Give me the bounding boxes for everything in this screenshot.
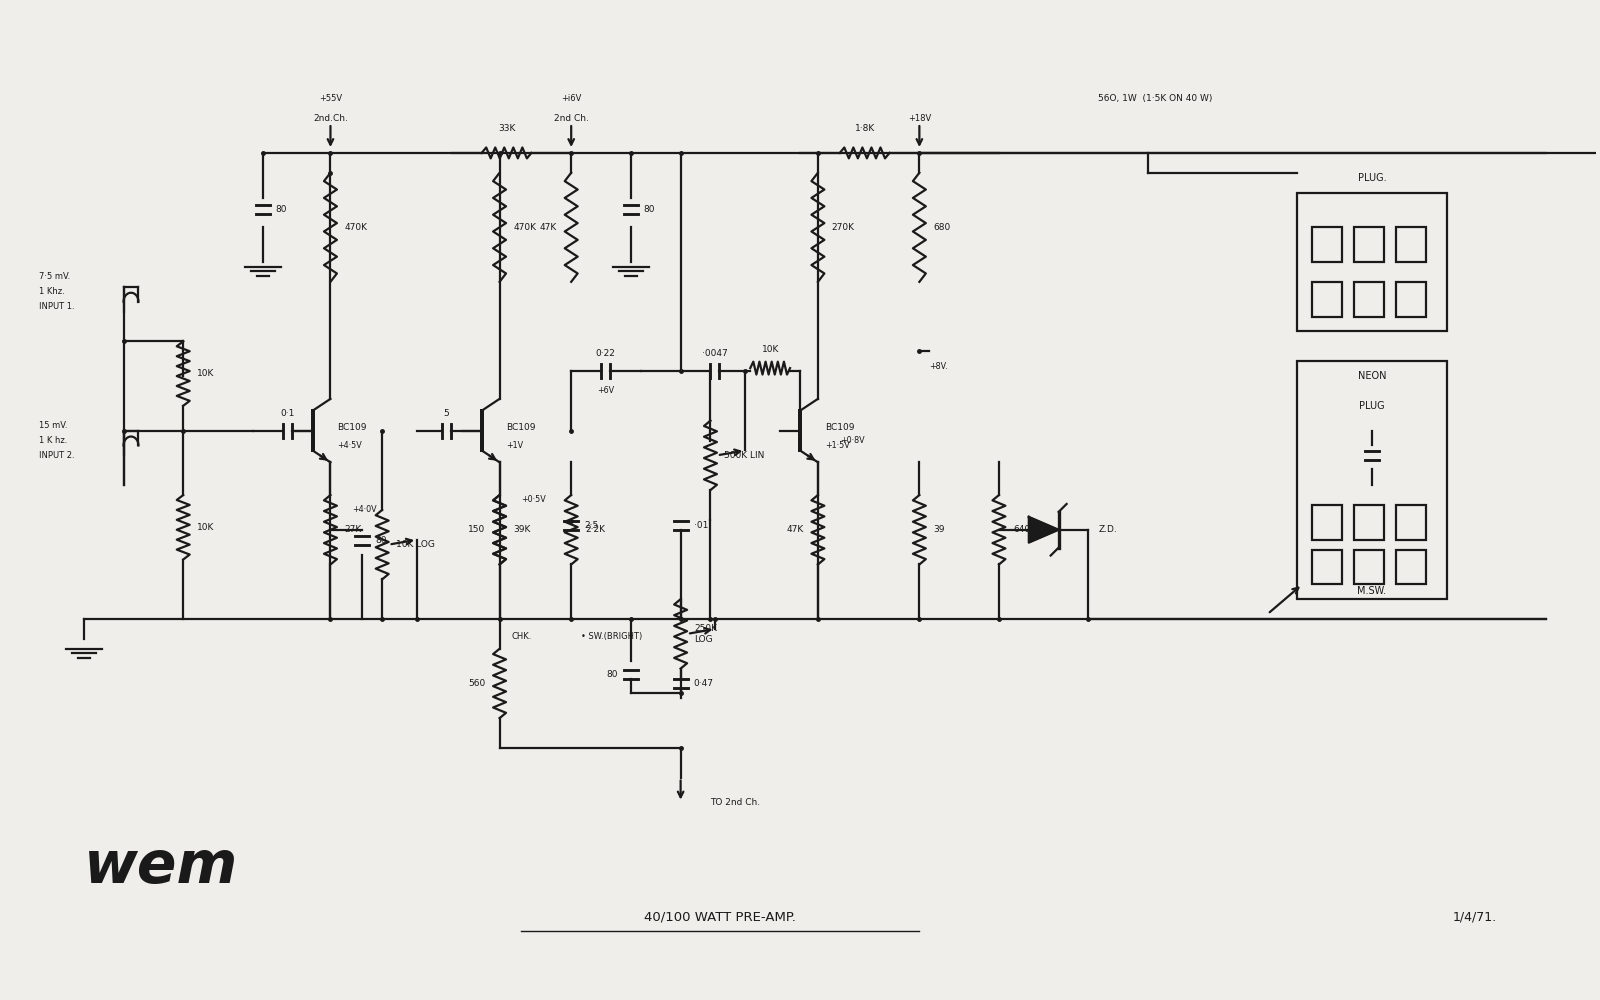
Text: 80: 80 <box>275 205 288 214</box>
Text: 10K: 10K <box>762 345 779 354</box>
Text: 80: 80 <box>376 536 387 545</box>
Text: 27K: 27K <box>344 525 362 534</box>
Text: ·0047: ·0047 <box>702 349 728 358</box>
Text: M.SW.: M.SW. <box>1357 586 1387 596</box>
Text: 33K: 33K <box>498 124 515 133</box>
Text: +4·0V: +4·0V <box>352 505 378 514</box>
Text: PLUG.: PLUG. <box>1358 173 1386 183</box>
Text: +i6V: +i6V <box>562 94 581 103</box>
Text: 560: 560 <box>469 679 486 688</box>
Text: 7·5 mV.: 7·5 mV. <box>38 272 70 281</box>
Text: 5: 5 <box>443 409 450 418</box>
Bar <box>1354 227 1384 262</box>
Text: ·01: ·01 <box>693 521 707 530</box>
Text: +55V: +55V <box>318 94 342 103</box>
Text: 40/100 WATT PRE-AMP.: 40/100 WATT PRE-AMP. <box>645 910 797 923</box>
Bar <box>1298 193 1446 331</box>
Text: INPUT 2.: INPUT 2. <box>38 451 75 460</box>
Bar <box>1354 550 1384 584</box>
Text: 0·47: 0·47 <box>693 679 714 688</box>
Text: 39K: 39K <box>514 525 531 534</box>
Text: BC109: BC109 <box>507 423 536 432</box>
Text: 80: 80 <box>643 205 656 214</box>
Text: • SW.(BRIGHT): • SW.(BRIGHT) <box>581 632 642 641</box>
Text: BC109: BC109 <box>826 423 854 432</box>
Text: 10K: 10K <box>197 369 214 378</box>
Text: TO 2nd Ch.: TO 2nd Ch. <box>710 798 760 807</box>
Text: 2·2K: 2·2K <box>586 525 605 534</box>
Bar <box>1395 227 1426 262</box>
Text: 640: 640 <box>1013 525 1030 534</box>
Bar <box>1312 227 1342 262</box>
Text: PLUG: PLUG <box>1358 401 1386 411</box>
Bar <box>1312 505 1342 540</box>
Text: 47K: 47K <box>787 525 803 534</box>
Text: +8V.: +8V. <box>930 362 947 371</box>
Bar <box>1395 282 1426 317</box>
Text: 15 mV.: 15 mV. <box>38 421 67 430</box>
Text: 10K: 10K <box>197 523 214 532</box>
Text: +0·5V: +0·5V <box>522 495 546 504</box>
Bar <box>1298 361 1446 599</box>
Bar <box>1354 282 1384 317</box>
Text: 1/4/71.: 1/4/71. <box>1453 910 1496 923</box>
Text: +18V: +18V <box>907 114 931 123</box>
Text: 2nd Ch.: 2nd Ch. <box>554 114 589 123</box>
Text: 1 Khz.: 1 Khz. <box>38 287 64 296</box>
Text: 2·5: 2·5 <box>584 521 598 530</box>
Text: 47K: 47K <box>541 223 557 232</box>
Text: +6V: +6V <box>597 386 614 395</box>
Text: 250K
LOG: 250K LOG <box>694 624 717 644</box>
Bar <box>1395 505 1426 540</box>
Text: 80: 80 <box>606 670 618 679</box>
Text: 1 K hz.: 1 K hz. <box>38 436 67 445</box>
Text: 270K: 270K <box>832 223 854 232</box>
Text: 2nd.Ch.: 2nd.Ch. <box>314 114 347 123</box>
Text: 0·1: 0·1 <box>280 409 294 418</box>
Bar <box>1354 505 1384 540</box>
Text: 680: 680 <box>933 223 950 232</box>
Text: 470K: 470K <box>514 223 536 232</box>
Text: 470K: 470K <box>344 223 368 232</box>
Text: 500K LIN: 500K LIN <box>725 451 765 460</box>
Text: 39: 39 <box>933 525 946 534</box>
Text: NEON: NEON <box>1358 371 1386 381</box>
Bar <box>1395 550 1426 584</box>
Bar <box>1312 550 1342 584</box>
Text: 56O, 1W  (1·5K ON 40 W): 56O, 1W (1·5K ON 40 W) <box>1099 94 1213 103</box>
Text: 0·22: 0·22 <box>595 349 616 358</box>
Bar <box>1312 282 1342 317</box>
Text: +4·5V: +4·5V <box>338 441 362 450</box>
Text: CHK.: CHK. <box>512 632 531 641</box>
Text: 1·8K: 1·8K <box>854 124 875 133</box>
Text: wem: wem <box>83 838 238 895</box>
Text: +1·5V: +1·5V <box>826 441 850 450</box>
Text: BC109: BC109 <box>338 423 366 432</box>
Text: +0·8V: +0·8V <box>840 436 864 445</box>
Polygon shape <box>1029 517 1059 543</box>
Text: 10K LOG: 10K LOG <box>397 540 435 549</box>
Text: INPUT 1.: INPUT 1. <box>38 302 75 311</box>
Text: +1V: +1V <box>507 441 523 450</box>
Text: Z.D.: Z.D. <box>1099 525 1117 534</box>
Text: 150: 150 <box>469 525 486 534</box>
